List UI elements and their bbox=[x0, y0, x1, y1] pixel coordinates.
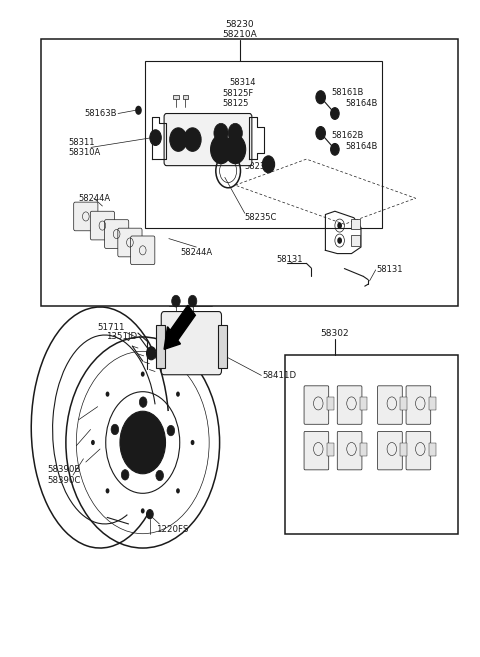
Text: 1351JD: 1351JD bbox=[106, 332, 137, 342]
Circle shape bbox=[170, 128, 187, 151]
Text: 1220FS: 1220FS bbox=[156, 525, 189, 533]
FancyBboxPatch shape bbox=[378, 386, 402, 424]
Circle shape bbox=[225, 135, 246, 164]
Bar bbox=[429, 443, 436, 455]
FancyBboxPatch shape bbox=[164, 114, 252, 166]
Bar bbox=[41, 39, 458, 306]
Bar bbox=[400, 397, 408, 410]
Circle shape bbox=[188, 295, 197, 307]
Text: 58164B: 58164B bbox=[345, 142, 378, 150]
Circle shape bbox=[188, 133, 197, 146]
Circle shape bbox=[111, 424, 119, 435]
Circle shape bbox=[120, 411, 166, 474]
Circle shape bbox=[146, 510, 153, 519]
Bar bbox=[400, 443, 408, 455]
FancyBboxPatch shape bbox=[337, 432, 362, 470]
Circle shape bbox=[121, 470, 129, 480]
Text: 51711: 51711 bbox=[97, 323, 125, 332]
FancyBboxPatch shape bbox=[90, 212, 115, 240]
FancyBboxPatch shape bbox=[118, 228, 142, 257]
Circle shape bbox=[318, 130, 323, 136]
Text: 58302: 58302 bbox=[321, 329, 349, 338]
Bar bbox=[156, 325, 165, 367]
Text: 58314: 58314 bbox=[229, 78, 256, 87]
Circle shape bbox=[262, 156, 275, 173]
Text: 58390B: 58390B bbox=[48, 465, 81, 474]
Bar bbox=[327, 443, 334, 455]
Bar bbox=[285, 355, 458, 533]
Text: 58230: 58230 bbox=[226, 20, 254, 29]
Circle shape bbox=[106, 392, 109, 397]
Circle shape bbox=[174, 133, 183, 146]
Bar bbox=[360, 397, 367, 410]
Circle shape bbox=[184, 128, 201, 151]
Circle shape bbox=[106, 488, 109, 493]
Text: 58411D: 58411D bbox=[263, 371, 297, 380]
Bar bbox=[351, 219, 360, 229]
Circle shape bbox=[214, 124, 228, 143]
Text: 58163B: 58163B bbox=[84, 109, 117, 118]
FancyBboxPatch shape bbox=[406, 386, 431, 424]
Bar bbox=[351, 235, 360, 246]
Bar bbox=[182, 95, 188, 99]
Text: 58125: 58125 bbox=[222, 99, 249, 108]
Bar bbox=[218, 325, 227, 367]
Bar bbox=[360, 443, 367, 455]
Circle shape bbox=[91, 440, 95, 445]
Circle shape bbox=[316, 91, 325, 104]
Text: 58244A: 58244A bbox=[180, 248, 213, 257]
FancyBboxPatch shape bbox=[131, 236, 155, 265]
Circle shape bbox=[331, 108, 339, 120]
Circle shape bbox=[172, 295, 180, 307]
FancyArrow shape bbox=[164, 306, 195, 350]
Circle shape bbox=[141, 371, 144, 376]
Circle shape bbox=[316, 127, 325, 139]
FancyBboxPatch shape bbox=[74, 202, 98, 231]
Circle shape bbox=[333, 111, 337, 116]
Text: 58311: 58311 bbox=[68, 138, 95, 147]
Circle shape bbox=[156, 470, 164, 481]
FancyBboxPatch shape bbox=[337, 386, 362, 424]
FancyBboxPatch shape bbox=[304, 432, 329, 470]
Circle shape bbox=[337, 222, 342, 229]
Circle shape bbox=[318, 94, 323, 101]
Bar bbox=[145, 61, 383, 227]
Text: 58244A: 58244A bbox=[79, 194, 111, 203]
Bar bbox=[173, 95, 179, 99]
Circle shape bbox=[211, 135, 231, 164]
Circle shape bbox=[146, 347, 156, 360]
Circle shape bbox=[135, 106, 142, 115]
Circle shape bbox=[141, 509, 144, 514]
Circle shape bbox=[130, 424, 156, 461]
Circle shape bbox=[228, 124, 242, 143]
Text: 58235C: 58235C bbox=[245, 214, 277, 222]
Text: 58233: 58233 bbox=[244, 162, 271, 171]
FancyBboxPatch shape bbox=[105, 219, 129, 248]
FancyBboxPatch shape bbox=[406, 432, 431, 470]
Text: 58161B: 58161B bbox=[331, 88, 363, 97]
Circle shape bbox=[176, 488, 180, 493]
FancyBboxPatch shape bbox=[304, 386, 329, 424]
Circle shape bbox=[331, 143, 339, 155]
Text: 58390C: 58390C bbox=[48, 476, 81, 485]
Text: 58131: 58131 bbox=[276, 255, 302, 264]
Text: 58125F: 58125F bbox=[222, 89, 254, 98]
Circle shape bbox=[150, 130, 161, 145]
Text: 58162B: 58162B bbox=[331, 131, 363, 139]
Circle shape bbox=[333, 147, 337, 152]
Bar bbox=[327, 397, 334, 410]
Text: 58310A: 58310A bbox=[68, 148, 100, 157]
FancyBboxPatch shape bbox=[161, 311, 221, 374]
Text: 58131: 58131 bbox=[377, 265, 403, 275]
Circle shape bbox=[191, 440, 194, 445]
Circle shape bbox=[149, 351, 153, 356]
Circle shape bbox=[167, 425, 175, 436]
Circle shape bbox=[337, 237, 342, 244]
Circle shape bbox=[139, 397, 147, 407]
Text: 58210A: 58210A bbox=[223, 30, 257, 39]
Bar bbox=[429, 397, 436, 410]
Circle shape bbox=[176, 392, 180, 397]
Text: 58164B: 58164B bbox=[345, 99, 378, 108]
FancyBboxPatch shape bbox=[378, 432, 402, 470]
